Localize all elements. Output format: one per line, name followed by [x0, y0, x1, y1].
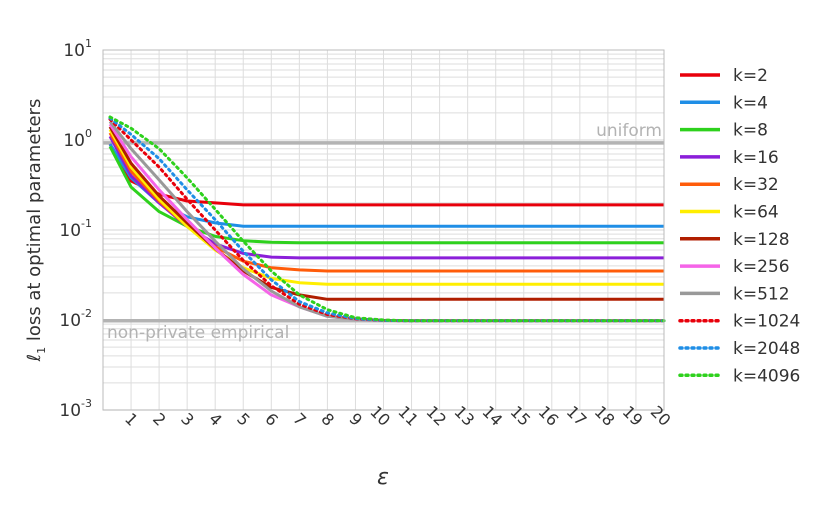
y-tick-label: 10-1 — [59, 217, 92, 241]
series-line — [108, 143, 664, 228]
x-tick-label: 7 — [289, 409, 310, 430]
x-axis-label: ε — [377, 465, 389, 490]
plot-frame — [102, 49, 665, 411]
y-axis-label-symbol: ℓ — [24, 354, 45, 362]
legend-label: k=4096 — [733, 366, 800, 386]
reference-line-label: non-private empirical — [107, 323, 289, 343]
y-tick-label: 100 — [63, 127, 92, 151]
legend-label: k=256 — [733, 257, 790, 277]
x-tick-label: 4 — [205, 409, 226, 430]
y-tick-labels: 101 100 10-1 10-2 10-3 — [59, 37, 92, 421]
legend-label: k=1024 — [733, 312, 800, 332]
legend-label: k=4 — [733, 93, 768, 113]
legend-label: k=2048 — [733, 339, 800, 359]
x-tick-label: 5 — [233, 409, 254, 430]
series-line — [108, 126, 664, 301]
y-axis-label-subscript: 1 — [35, 347, 48, 354]
legend-label: k=8 — [733, 121, 768, 141]
grid — [103, 50, 665, 411]
reference-line-label: uniform — [596, 121, 662, 141]
y-tick-label: 10-2 — [59, 307, 92, 331]
legend-label: k=32 — [733, 175, 779, 195]
x-tick-label: 1 — [121, 409, 142, 430]
legend-label: k=2 — [733, 66, 768, 86]
x-tick-label: 9 — [345, 409, 366, 430]
y-tick-label: 10-3 — [59, 397, 92, 421]
legend-label: k=512 — [733, 284, 790, 304]
y-axis-label-text: loss at optimal parameters — [24, 99, 45, 347]
reference-lines: uniform non-private empirical — [103, 121, 664, 343]
x-tick-label: 3 — [177, 409, 198, 430]
legend: k=2 k=4 k=8 k=16 k=32 k=64 k=128 k=256 k=512 k=10… — [678, 66, 800, 386]
y-tick-label: 101 — [63, 37, 92, 61]
series-group — [108, 115, 666, 323]
x-tick-label: 6 — [261, 409, 282, 430]
x-tick-label: 2 — [149, 409, 170, 430]
y-axis-label: ℓ1 loss at optimal parameters — [24, 99, 48, 363]
legend-label: k=64 — [733, 203, 779, 223]
series-line — [108, 128, 664, 286]
x-tick-label: 8 — [317, 409, 338, 430]
legend-label: k=128 — [733, 230, 790, 250]
legend-label: k=16 — [733, 148, 779, 168]
series-line — [108, 115, 666, 323]
